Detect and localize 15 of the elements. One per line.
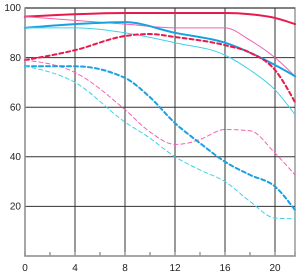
line-series	[24, 12, 296, 26]
x-tick-label: 12	[169, 263, 181, 274]
y-tick-label: 80	[10, 52, 22, 64]
x-tick-label: 0	[22, 263, 28, 274]
x-tick-label: 20	[269, 263, 281, 274]
x-tick-label: 16	[219, 263, 231, 274]
line-series	[24, 60, 296, 176]
line-series	[24, 27, 296, 116]
y-tick-label: 20	[10, 202, 22, 213]
x-tick-label: 4	[72, 263, 78, 274]
y-tick-label: 100	[4, 3, 22, 14]
y-tick-label: 60	[10, 102, 22, 114]
x-tick-label: 8	[122, 263, 128, 274]
y-tick-label: 40	[10, 152, 22, 163]
line-series	[24, 33, 296, 104]
